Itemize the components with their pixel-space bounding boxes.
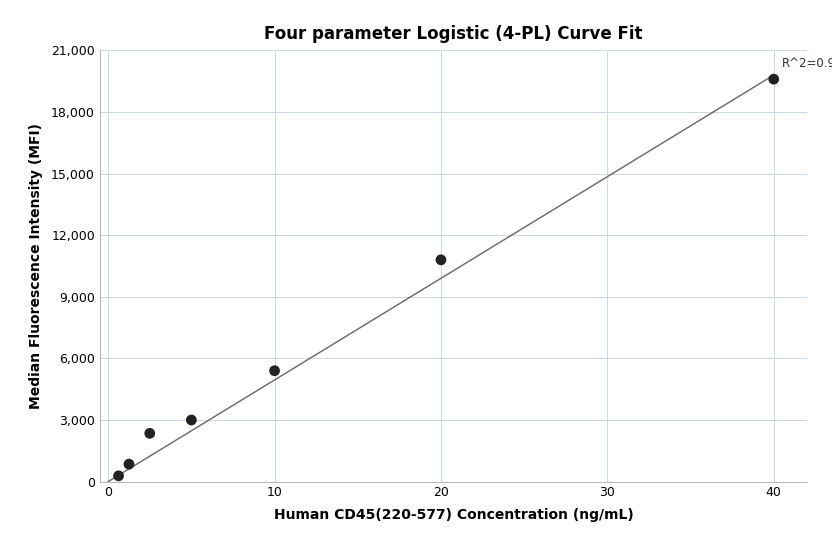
Text: R^2=0.9984: R^2=0.9984 — [782, 57, 832, 69]
Point — [767, 74, 780, 83]
Point — [111, 472, 126, 480]
Point — [143, 429, 156, 438]
Point — [122, 460, 136, 469]
X-axis label: Human CD45(220-577) Concentration (ng/mL): Human CD45(220-577) Concentration (ng/mL… — [274, 508, 633, 522]
Point — [434, 255, 448, 264]
Y-axis label: Median Fluorescence Intensity (MFI): Median Fluorescence Intensity (MFI) — [29, 123, 42, 409]
Point — [185, 416, 198, 424]
Point — [268, 366, 281, 375]
Title: Four parameter Logistic (4-PL) Curve Fit: Four parameter Logistic (4-PL) Curve Fit — [265, 25, 642, 43]
